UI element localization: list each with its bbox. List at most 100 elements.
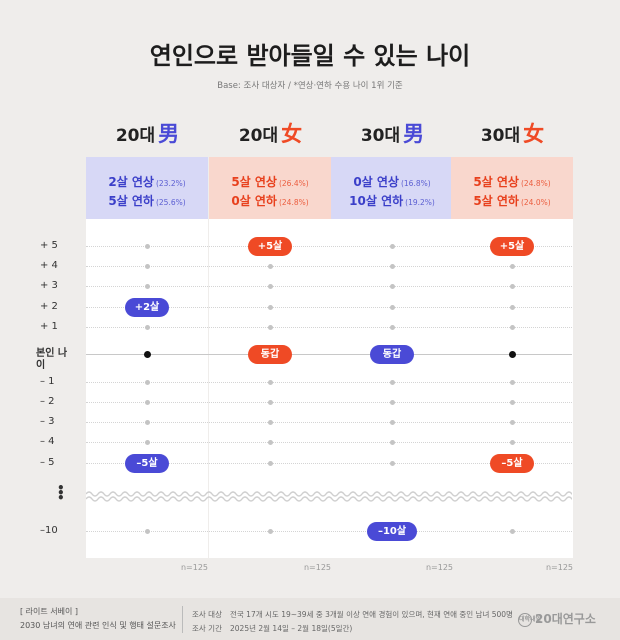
age-dot [389, 460, 395, 466]
age-marker-pill: 동갑 [370, 344, 414, 364]
acceptance-percent: (19.2%) [405, 198, 435, 207]
grid-line [86, 307, 572, 308]
page-title: 연인으로 받아들일 수 있는 나이 [149, 42, 471, 70]
age-marker-pill: –5살 [490, 453, 534, 473]
age-dot [389, 399, 395, 405]
age-dot [144, 419, 150, 425]
age-dot [509, 528, 515, 534]
footer-brand: [ 라이트 서베이 ] [20, 607, 79, 616]
brand-logo: 대학내일20대연구소 [518, 610, 596, 627]
acceptance-box: 2살 연상 (23.2%) 5살 연하 (25.6%) [86, 157, 208, 219]
sample-size: n=125 [425, 563, 453, 572]
age-dot [509, 399, 515, 405]
acceptance-label: 5살 연하 [108, 194, 154, 208]
grid-line [86, 402, 572, 403]
acceptance-box: 0살 연상 (16.8%) 10살 연하 (19.2%) [331, 157, 453, 219]
age-dot [267, 439, 273, 445]
age-marker-pill: +5살 [490, 236, 534, 256]
column-age: 30대 [480, 126, 521, 146]
self-age-dot [508, 350, 516, 358]
acceptance-younger: 0살 연하 (24.8%) [209, 192, 331, 209]
self-age-dot [143, 350, 151, 358]
age-dot [144, 528, 150, 534]
footer-target-value: 전국 17개 시도 19~39세 중 3개월 이상 연애 경험이 있으며, 현재… [230, 610, 513, 619]
acceptance-percent: (26.4%) [278, 179, 309, 188]
age-dot [267, 528, 273, 534]
grid-line [86, 266, 572, 267]
age-dot [144, 324, 150, 330]
age-dot [267, 379, 273, 385]
age-marker-pill: +5살 [248, 236, 292, 256]
age-dot [267, 304, 273, 310]
age-dot [389, 283, 395, 289]
acceptance-box: 5살 연상 (26.4%) 0살 연하 (24.8%) [209, 157, 331, 219]
footer-divider [182, 606, 183, 633]
row-label: – 5 [40, 457, 55, 468]
age-dot [509, 324, 515, 330]
footer-period-value: 2025년 2월 14일 – 2월 18일(5일간) [230, 624, 353, 633]
acceptance-younger: 5살 연하 (25.6%) [86, 192, 208, 209]
footer-description: 2030 남녀의 연애 관련 인식 및 행태 설문조사 [20, 621, 176, 630]
grid-line [86, 246, 572, 247]
row-label: –10 [40, 525, 58, 536]
row-label: – 1 [40, 376, 55, 387]
row-label: + 5 [40, 240, 58, 251]
acceptance-label: 0살 연하 [231, 194, 277, 208]
footer-target-key: 조사 대상 [192, 610, 222, 619]
age-dot [509, 419, 515, 425]
column-header: 30대 女 [451, 118, 574, 148]
gender-glyph: 男 [403, 122, 425, 146]
age-dot [267, 324, 273, 330]
acceptance-label: 2살 연상 [108, 175, 154, 189]
age-dot [509, 439, 515, 445]
grid-line [86, 327, 572, 328]
age-dot [267, 419, 273, 425]
age-dot [144, 283, 150, 289]
age-dot [144, 243, 150, 249]
gender-glyph: 女 [281, 122, 303, 146]
age-marker-pill: –10살 [367, 521, 417, 541]
age-dot [389, 243, 395, 249]
age-dot [389, 263, 395, 269]
age-dot [144, 263, 150, 269]
row-label: 본인 나이 [36, 348, 68, 371]
column-panel [86, 157, 208, 558]
age-dot [509, 283, 515, 289]
acceptance-younger: 5살 연하 (24.0%) [451, 192, 573, 209]
row-label: – 4 [40, 436, 55, 447]
acceptance-label: 10살 연하 [349, 194, 404, 208]
footer [0, 598, 620, 640]
acceptance-percent: (24.8%) [278, 198, 309, 207]
acceptance-percent: (24.8%) [520, 179, 551, 188]
gender-glyph: 男 [158, 122, 180, 146]
age-dot [267, 283, 273, 289]
logo-badge-icon: 대학내일 [518, 612, 541, 627]
age-dot [267, 399, 273, 405]
grid-line [86, 286, 572, 287]
age-dot [267, 460, 273, 466]
age-marker-pill: 동갑 [248, 344, 292, 364]
acceptance-older: 5살 연상 (26.4%) [209, 173, 331, 190]
column-header: 30대 男 [331, 118, 454, 148]
row-label: – 2 [40, 396, 55, 407]
age-dot [509, 263, 515, 269]
ellipsis-icon: • • • [57, 481, 65, 505]
age-dot [389, 304, 395, 310]
column-header: 20대 女 [209, 118, 332, 148]
grid-line [86, 463, 572, 464]
grid-line [86, 354, 572, 355]
acceptance-label: 0살 연상 [353, 175, 399, 189]
acceptance-label: 5살 연상 [473, 175, 519, 189]
axis-break-icon [86, 491, 572, 502]
acceptance-percent: (23.2%) [155, 179, 186, 188]
acceptance-older: 5살 연상 (24.8%) [451, 173, 573, 190]
acceptance-box: 5살 연상 (24.8%) 5살 연하 (24.0%) [451, 157, 573, 219]
age-marker-pill: +2살 [125, 297, 169, 317]
footer-period-key: 조사 기간 [192, 624, 222, 633]
age-dot [144, 399, 150, 405]
column-header: 20대 男 [86, 118, 209, 148]
row-label: + 2 [40, 301, 58, 312]
age-dot [389, 419, 395, 425]
sample-size: n=125 [545, 563, 573, 572]
grid-line [86, 442, 572, 443]
